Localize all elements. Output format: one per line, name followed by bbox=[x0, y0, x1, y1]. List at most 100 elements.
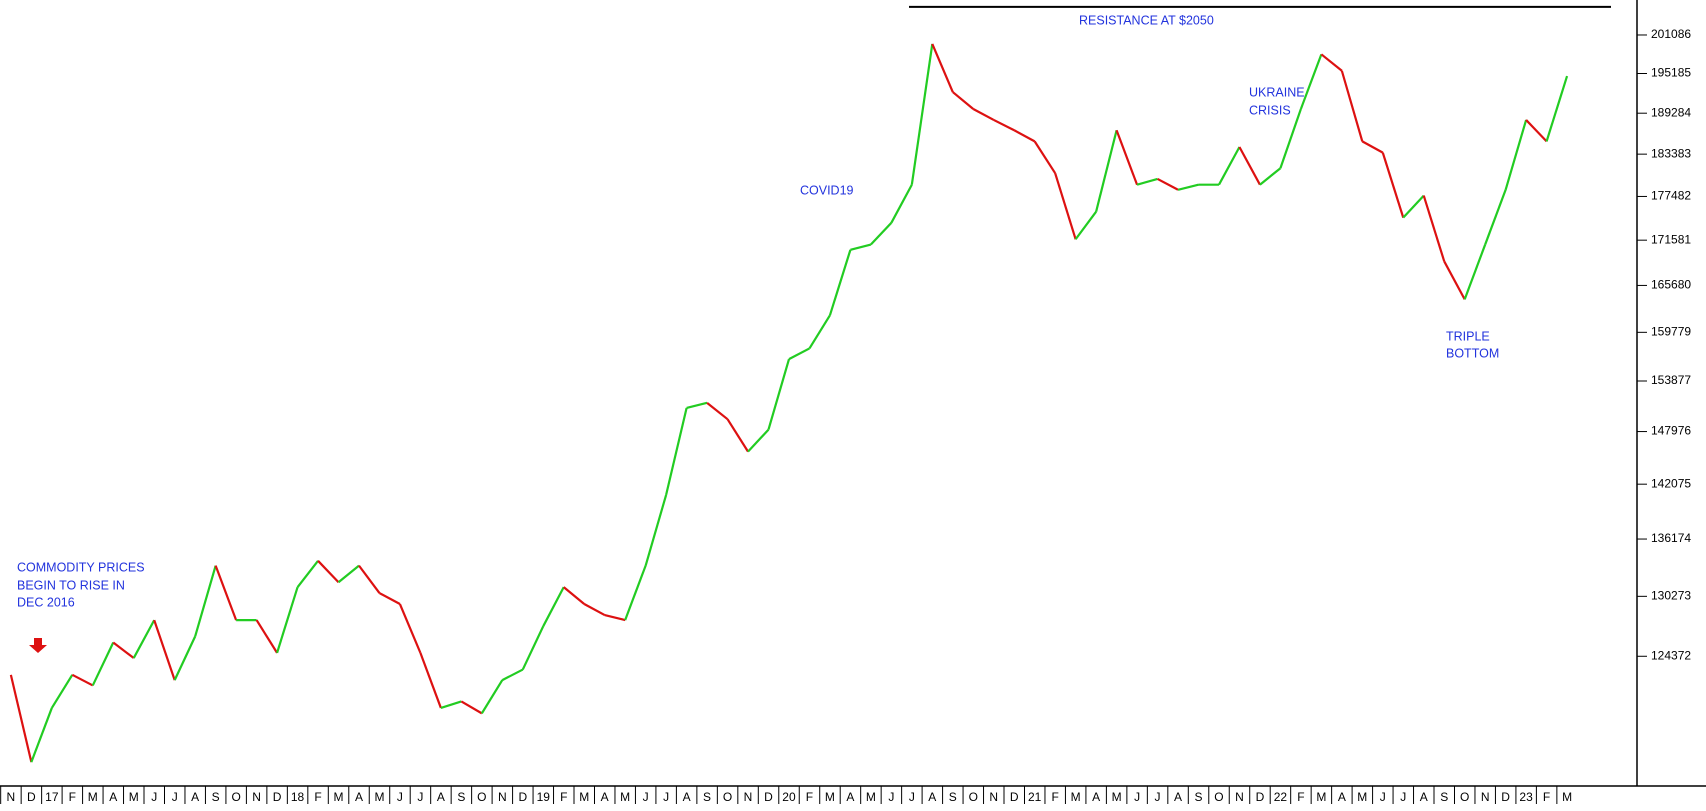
x-tick-label: D bbox=[273, 790, 282, 804]
price-segment bbox=[767, 358, 791, 430]
price-segment bbox=[71, 673, 94, 687]
x-tick-label: M bbox=[620, 790, 630, 804]
x-tick-label: A bbox=[1092, 790, 1100, 804]
y-tick-label: 195185 bbox=[1651, 66, 1691, 80]
x-tick-label: O bbox=[969, 790, 978, 804]
x-tick-label: D bbox=[1010, 790, 1019, 804]
price-segment bbox=[828, 249, 852, 316]
x-tick-label: M bbox=[129, 790, 139, 804]
price-segment bbox=[583, 603, 606, 617]
x-tick-label: N bbox=[744, 790, 753, 804]
annotation: BOTTOM bbox=[1446, 346, 1499, 360]
price-segment bbox=[665, 407, 688, 496]
price-segment bbox=[604, 613, 626, 622]
x-tick-label: O bbox=[231, 790, 240, 804]
price-segment bbox=[870, 222, 893, 246]
x-tick-label: 18 bbox=[291, 790, 305, 804]
x-tick-label: J bbox=[1134, 790, 1140, 804]
x-tick-label: A bbox=[928, 790, 936, 804]
price-segment bbox=[1115, 129, 1139, 186]
price-segment bbox=[624, 565, 647, 621]
price-segment bbox=[153, 619, 176, 681]
price-segment bbox=[214, 565, 238, 621]
x-tick-label: M bbox=[1071, 790, 1081, 804]
y-tick-label: 201086 bbox=[1651, 27, 1691, 41]
price-segment bbox=[358, 564, 381, 594]
price-segment bbox=[910, 43, 934, 185]
x-tick-label: A bbox=[437, 790, 445, 804]
price-segment bbox=[1299, 53, 1323, 110]
annotation: COVID19 bbox=[800, 183, 854, 197]
x-tick-label: N bbox=[498, 790, 507, 804]
x-tick-label: J bbox=[1380, 790, 1386, 804]
x-tick-label: M bbox=[579, 790, 589, 804]
price-segment bbox=[378, 592, 401, 605]
price-segment bbox=[726, 418, 749, 453]
y-tick-label: 183383 bbox=[1651, 146, 1691, 160]
x-tick-label: D bbox=[1501, 790, 1510, 804]
x-tick-label: A bbox=[1174, 790, 1182, 804]
y-tick-label: 171581 bbox=[1651, 232, 1691, 246]
x-tick-label: 17 bbox=[45, 790, 59, 804]
price-segment bbox=[686, 401, 708, 410]
x-tick-label: S bbox=[457, 790, 465, 804]
x-tick-label: S bbox=[212, 790, 220, 804]
x-tick-label: F bbox=[1051, 790, 1058, 804]
price-segment bbox=[1422, 195, 1446, 262]
y-tick-label: 165680 bbox=[1651, 278, 1691, 292]
x-tick-label: S bbox=[1194, 790, 1202, 804]
price-segment bbox=[1361, 140, 1384, 154]
price-segment bbox=[1054, 172, 1077, 240]
price-segment bbox=[1157, 177, 1179, 191]
price-segment bbox=[521, 625, 545, 671]
price-segment bbox=[1381, 152, 1405, 218]
price-segment bbox=[1259, 167, 1282, 186]
x-tick-label: D bbox=[1256, 790, 1265, 804]
price-segment bbox=[890, 184, 913, 224]
y-tick-label: 124372 bbox=[1651, 648, 1691, 662]
annotation: BEGIN TO RISE IN bbox=[17, 578, 125, 592]
x-tick-label: A bbox=[601, 790, 609, 804]
x-tick-label: F bbox=[560, 790, 567, 804]
x-tick-label: A bbox=[109, 790, 117, 804]
annotation: CRISIS bbox=[1249, 103, 1291, 117]
x-tick-label: N bbox=[989, 790, 998, 804]
price-segment bbox=[296, 560, 319, 588]
y-tick-label: 159779 bbox=[1651, 324, 1691, 338]
price-segment bbox=[1074, 211, 1097, 240]
y-tick-label: 147976 bbox=[1651, 424, 1691, 438]
price-segment bbox=[1033, 140, 1057, 174]
x-tick-label: F bbox=[1297, 790, 1304, 804]
annotation: RESISTANCE AT $2050 bbox=[1079, 13, 1214, 27]
x-tick-label: A bbox=[683, 790, 691, 804]
x-tick-label: J bbox=[1400, 790, 1406, 804]
price-segment bbox=[1238, 146, 1261, 186]
price-segment bbox=[808, 314, 831, 350]
x-tick-label: J bbox=[888, 790, 894, 804]
x-tick-label: J bbox=[151, 790, 157, 804]
arrow bbox=[29, 638, 47, 653]
x-tick-label: M bbox=[1357, 790, 1367, 804]
y-tick-label: 136174 bbox=[1651, 531, 1691, 545]
x-tick-label: F bbox=[314, 790, 321, 804]
price-segment bbox=[132, 619, 156, 659]
x-tick-label: J bbox=[172, 790, 178, 804]
x-tick-label: D bbox=[764, 790, 773, 804]
x-tick-label: N bbox=[1235, 790, 1244, 804]
annotation: DEC 2016 bbox=[17, 595, 75, 609]
x-tick-label: O bbox=[477, 790, 486, 804]
x-tick-label: D bbox=[518, 790, 527, 804]
x-tick-label: M bbox=[825, 790, 835, 804]
price-segment bbox=[1525, 119, 1548, 143]
price-segment bbox=[788, 347, 810, 361]
x-tick-label: 21 bbox=[1028, 790, 1042, 804]
y-tick-label: 142075 bbox=[1651, 476, 1691, 490]
x-tick-label: M bbox=[88, 790, 98, 804]
price-segment bbox=[644, 494, 668, 566]
price-segment bbox=[317, 560, 340, 583]
price-segment bbox=[952, 91, 974, 110]
price-segment bbox=[542, 586, 565, 627]
x-tick-label: J bbox=[909, 790, 915, 804]
